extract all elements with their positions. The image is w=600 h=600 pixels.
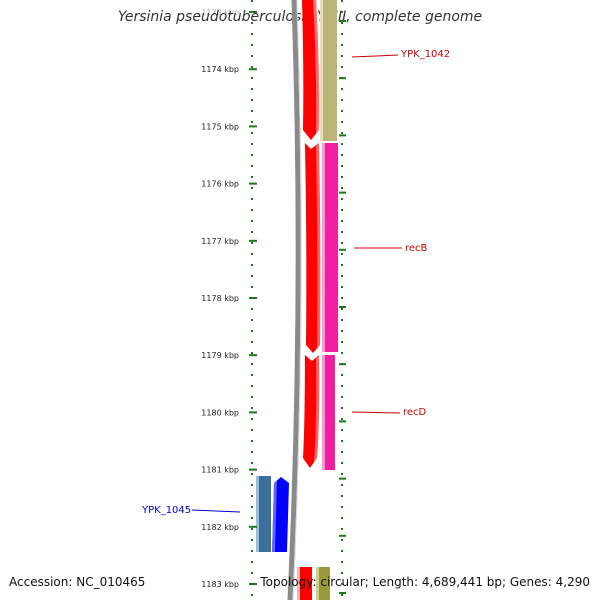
backbone-arc xyxy=(287,0,301,600)
feature-steelblue-band-light xyxy=(256,476,259,552)
gene-label-ypk1045: YPK_1045 xyxy=(141,505,191,516)
feature-olive-bottom xyxy=(316,567,330,600)
cds-recD xyxy=(303,355,320,468)
feature-red-bottom xyxy=(297,567,312,600)
cds-ypk1045-shade xyxy=(272,480,277,552)
cds-recD-shade xyxy=(314,355,320,462)
leader-recD xyxy=(351,411,401,414)
map-title: Yersinia pseudotuberculosis YPIII, compl… xyxy=(117,9,483,25)
feature-red-bottom-light xyxy=(297,567,300,600)
axis-tick-label: 1178 kbp xyxy=(201,294,239,303)
accession-label: Accession: NC_010465 xyxy=(9,575,146,589)
feature-olive-band-light xyxy=(320,0,323,141)
feature-magenta-band-2-light xyxy=(322,355,325,470)
axis-tick-label: 1175 kbp xyxy=(201,122,239,131)
gene-label-recB: recB xyxy=(405,243,428,254)
axis-tick-label: 1181 kbp xyxy=(201,466,239,475)
gene-label-recD: recD xyxy=(403,407,427,418)
axis-tick-label: 1173 kbp xyxy=(201,8,239,17)
axis-tick-label: 1177 kbp xyxy=(201,237,239,246)
feature-olive-band xyxy=(320,0,337,141)
genome-stats-label: Topology: circular; Length: 4,689,441 bp… xyxy=(260,575,590,589)
leader-ypk1045 xyxy=(191,509,241,513)
axis-tick-label: 1180 kbp xyxy=(201,408,239,417)
axis-tick-label: 1179 kbp xyxy=(201,351,239,360)
feature-steelblue-band xyxy=(256,476,271,552)
backbone-arc-highlight xyxy=(292,0,302,600)
feature-magenta-band-2 xyxy=(322,355,335,470)
feature-magenta-band-1-light xyxy=(322,143,325,352)
axis-tick-label: 1174 kbp xyxy=(201,65,239,74)
feature-magenta-band-1 xyxy=(322,143,338,352)
feature-olive-bottom-light xyxy=(316,567,319,600)
cds-recB-shade xyxy=(316,143,321,348)
axis-tick-label: 1182 kbp xyxy=(201,523,239,532)
gene-label-ypk1042: YPK_1042 xyxy=(400,49,450,60)
leader-ypk1042 xyxy=(351,54,399,58)
cds-recB xyxy=(305,143,321,353)
axis-tick-label: 1176 kbp xyxy=(201,180,239,189)
cds-ypk1042-shade xyxy=(313,0,320,134)
axis-ticks: 1173 kbp 1174 kbp 1175 kbp 1176 kbp 1177 kbp… xyxy=(201,8,346,594)
axis-tick-label: 1183 kbp xyxy=(201,580,239,589)
